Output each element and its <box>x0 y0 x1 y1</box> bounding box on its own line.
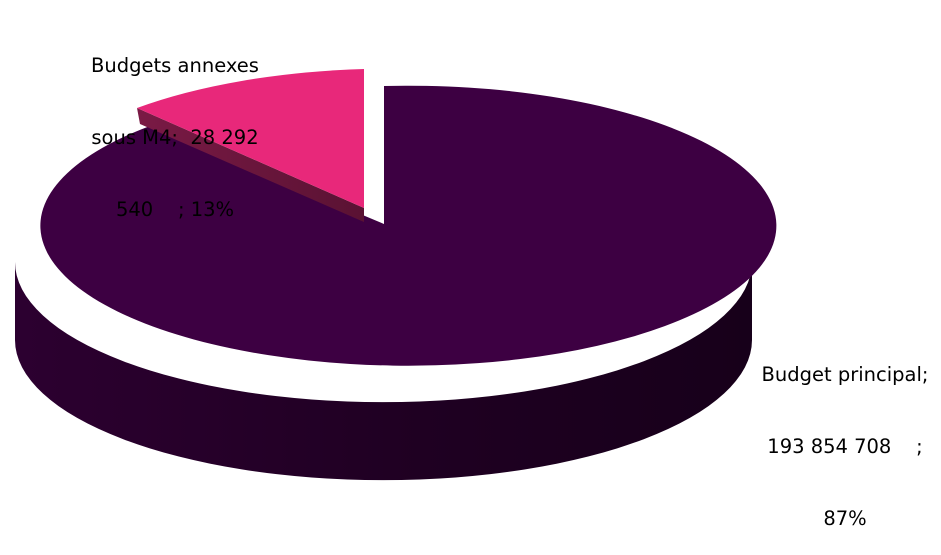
label-line: Budgets annexes <box>91 54 259 77</box>
slice-label-budgets-annexes: Budgets annexes sous M4; 28 292 540 ; 13… <box>60 6 290 246</box>
pie-chart <box>15 69 777 481</box>
slice-budgets-annexes-side <box>137 108 364 222</box>
label-line: Budget principal; <box>761 363 929 386</box>
label-line: 193 854 708 ; <box>767 435 923 458</box>
slice-budgets-annexes <box>137 69 364 208</box>
slice-budget-principal-wall <box>15 262 752 481</box>
label-line: 540 ; 13% <box>115 198 235 221</box>
slice-label-budget-principal: Budget principal; 193 854 708 ; 87% <box>750 315 940 555</box>
label-line: sous M4; 28 292 <box>91 126 259 149</box>
slice-budget-principal <box>40 85 777 366</box>
label-line: 87% <box>823 507 867 530</box>
